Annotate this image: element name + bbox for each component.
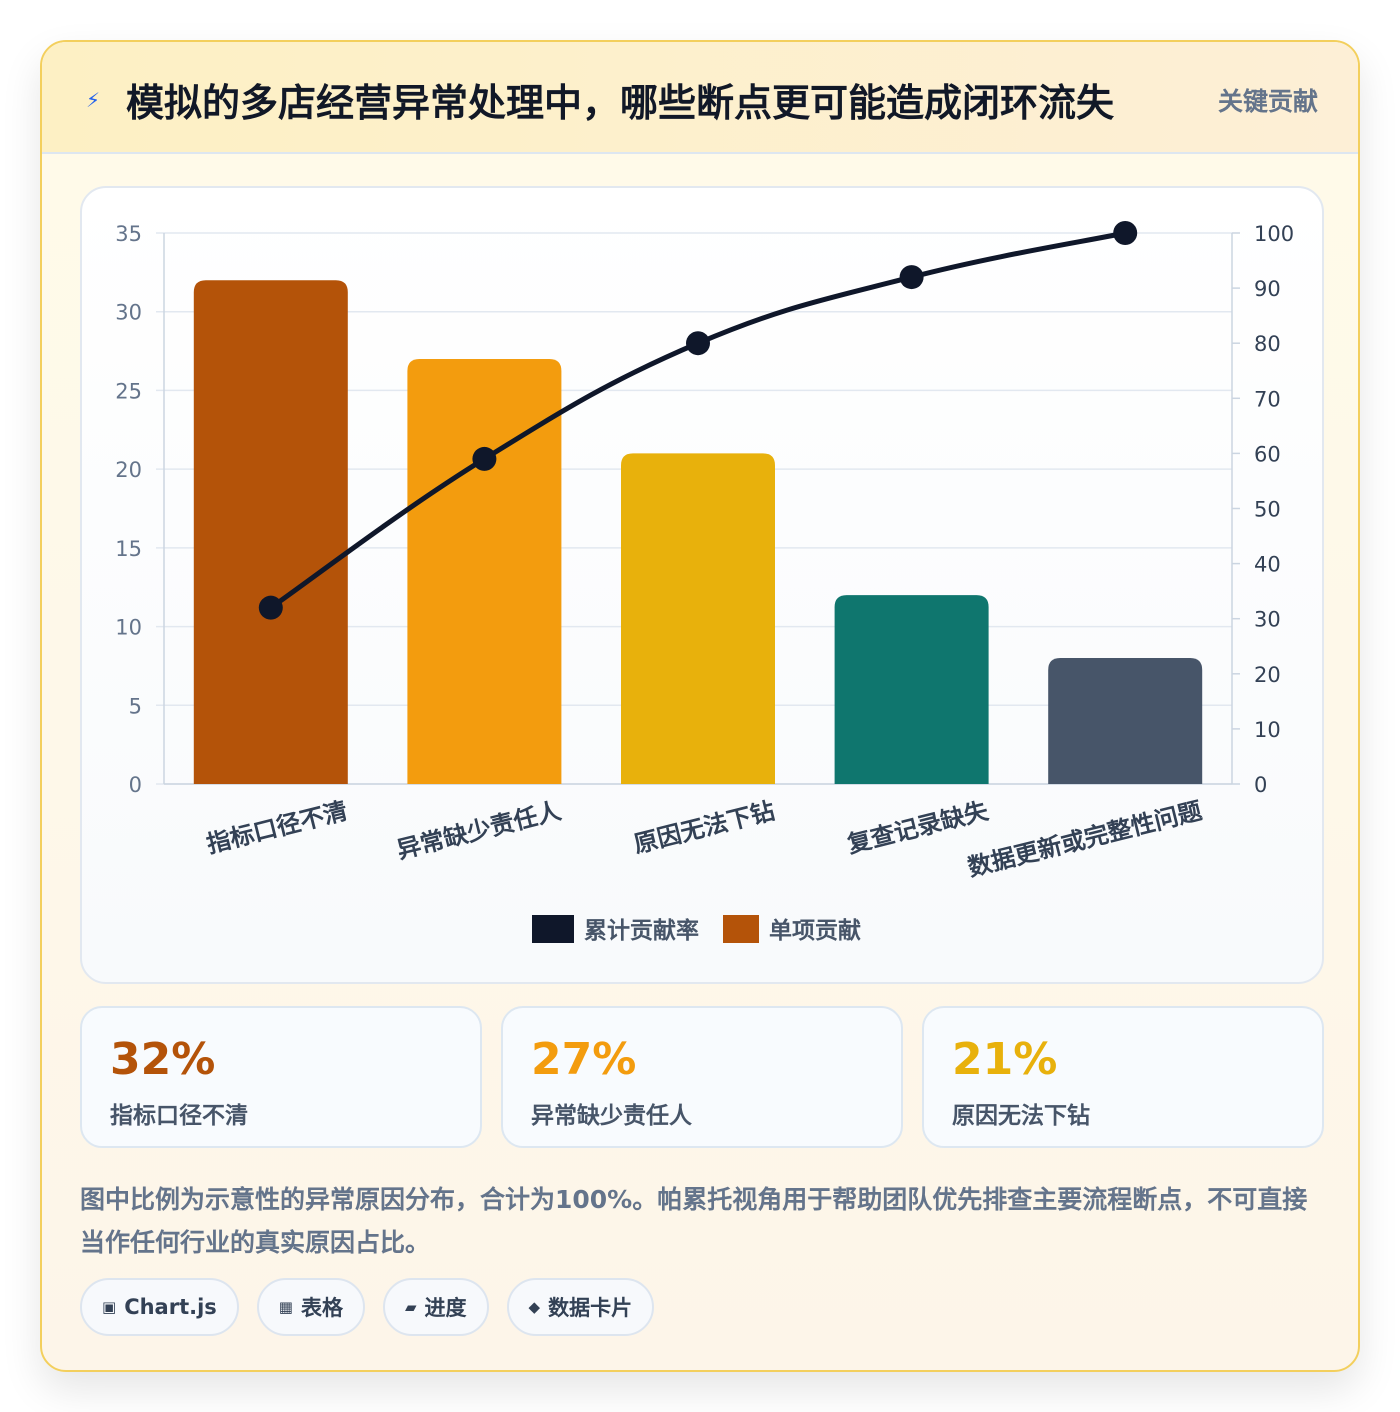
tag-label: 表格 — [300, 1296, 343, 1320]
card-header: ⚡ 模拟的多店经营异常处理中，哪些断点更可能造成闭环流失 关键贡献 — [42, 42, 1358, 154]
y-right-tick-label: 80 — [1254, 332, 1281, 356]
chart-icon: ▣ — [102, 1298, 117, 1316]
y-right-tick-label: 100 — [1254, 222, 1294, 246]
bar — [1048, 658, 1203, 784]
tag-data-card[interactable]: ◆ 数据卡片 — [506, 1278, 655, 1336]
x-tick-label: 指标口径不清 — [204, 797, 350, 859]
stat-card-3: 21% 原因无法下钻 — [922, 1006, 1324, 1148]
tag-label: 进度 — [424, 1296, 467, 1320]
cumulative-point — [258, 595, 283, 620]
tag-list: ▣ Chart.js ▦ 表格 ▰ 进度 ◆ 数据卡片 — [80, 1278, 655, 1336]
y-right-tick-label: 10 — [1254, 718, 1281, 742]
y-left-tick-label: 5 — [129, 694, 142, 718]
bar — [834, 595, 989, 784]
legend-swatch — [532, 915, 574, 943]
y-left-tick-label: 15 — [115, 537, 142, 561]
stat-value: 21% — [952, 1034, 1058, 1085]
lightning-icon: ⚡ — [86, 88, 101, 112]
y-right-tick-label: 70 — [1254, 387, 1281, 411]
page-title: 模拟的多店经营异常处理中，哪些断点更可能造成闭环流失 — [126, 81, 1115, 125]
tag-label: 数据卡片 — [548, 1296, 633, 1320]
y-left-tick-label: 0 — [129, 773, 142, 797]
y-left-tick-label: 20 — [115, 458, 142, 482]
tag-chartjs[interactable]: ▣ Chart.js — [80, 1278, 239, 1336]
stat-label: 指标口径不清 — [110, 1103, 248, 1129]
y-right-tick-label: 30 — [1254, 608, 1281, 632]
tag-progress[interactable]: ▰ 进度 — [382, 1278, 489, 1336]
cumulative-point — [686, 331, 710, 356]
tag-table[interactable]: ▦ 表格 — [256, 1278, 365, 1336]
y-right-tick-label: 90 — [1254, 277, 1281, 301]
cumulative-point — [1113, 221, 1138, 245]
y-right-tick-label: 20 — [1254, 663, 1281, 687]
chart-card: ⚡ 模拟的多店经营异常处理中，哪些断点更可能造成闭环流失 关键贡献 0 5 10 15… — [40, 40, 1360, 1372]
stat-card-1: 32% 指标口径不清 — [80, 1006, 482, 1148]
cumulative-point — [899, 265, 924, 290]
card-icon: ◆ — [528, 1298, 541, 1316]
y-right-tick-label: 0 — [1254, 773, 1267, 797]
stat-label: 原因无法下钻 — [952, 1103, 1090, 1129]
y-left-tick-label: 10 — [115, 616, 142, 640]
y-left-tick-label: 30 — [115, 301, 142, 325]
pareto-chart: 0 5 10 15 20 25 30 35 0 10 20 30 40 50 60 70 80 90 100 指标口径… — [115, 221, 1294, 944]
stat-value: 32% — [110, 1034, 216, 1085]
y-left-tick-label: 25 — [115, 379, 142, 403]
legend-label: 单项贡献 — [769, 918, 861, 944]
header-badge: 关键贡献 — [1217, 87, 1318, 116]
x-tick-label: 原因无法下钻 — [631, 797, 777, 859]
bar — [407, 358, 562, 784]
cumulative-point — [472, 446, 497, 471]
x-tick-label: 复查记录缺失 — [844, 796, 992, 858]
progress-icon: ▰ — [404, 1298, 417, 1316]
y-right-tick-label: 60 — [1254, 442, 1281, 466]
x-tick-label: 数据更新或完整性问题 — [965, 797, 1205, 882]
chart-panel: 0 5 10 15 20 25 30 35 0 10 20 30 40 50 60 70 80 90 100 指标口径… — [80, 186, 1324, 984]
x-tick-label: 异常缺少责任人 — [394, 797, 564, 865]
chart-note: 图中比例为示意性的异常原因分布，合计为100%。帕累托视角用于帮助团队优先排查主… — [80, 1185, 1308, 1257]
legend-label: 累计贡献率 — [584, 917, 699, 944]
stat-card-2: 27% 异常缺少责任人 — [501, 1006, 903, 1148]
y-left-tick-label: 35 — [115, 222, 142, 246]
tag-label: Chart.js — [124, 1295, 217, 1319]
bar — [621, 453, 775, 784]
stat-label: 异常缺少责任人 — [531, 1103, 692, 1129]
y-right-tick-label: 50 — [1254, 498, 1281, 522]
stat-value: 27% — [531, 1034, 637, 1085]
y-right-tick-label: 40 — [1254, 553, 1281, 577]
bar — [193, 280, 348, 784]
legend-swatch — [723, 915, 759, 943]
table-icon: ▦ — [278, 1298, 293, 1316]
